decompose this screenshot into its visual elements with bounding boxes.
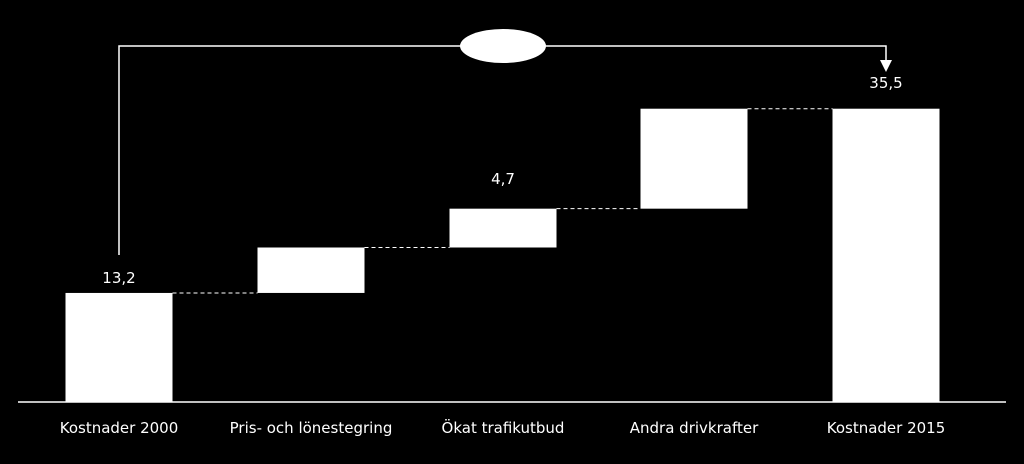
bar-andra-drivkrafter <box>640 108 748 209</box>
bracket-arrow-head <box>880 60 892 72</box>
data-label-okat-trafikutbud: 4,7 <box>491 170 515 188</box>
bars-group <box>65 108 940 402</box>
x-label-pris-och-lonestegring: Pris- och lönestegring <box>230 419 393 437</box>
x-label-kostnader-2000: Kostnader 2000 <box>60 419 179 437</box>
total-change-bubble <box>460 29 546 63</box>
x-label-andra-drivkrafter: Andra drivkrafter <box>630 419 759 437</box>
bar-kostnader-2015 <box>832 108 940 402</box>
x-label-kostnader-2015: Kostnader 2015 <box>827 419 946 437</box>
data-label-kostnader-2000: 13,2 <box>102 269 135 287</box>
bar-kostnader-2000 <box>65 292 173 402</box>
data-label-kostnader-2015: 35,5 <box>869 74 902 92</box>
bar-ökat-trafikutbud <box>449 208 557 248</box>
connectors-group <box>172 108 833 294</box>
x-label-okat-trafikutbud: Ökat trafikutbud <box>442 418 565 437</box>
bar-pris-och-lönestegring <box>257 247 365 293</box>
